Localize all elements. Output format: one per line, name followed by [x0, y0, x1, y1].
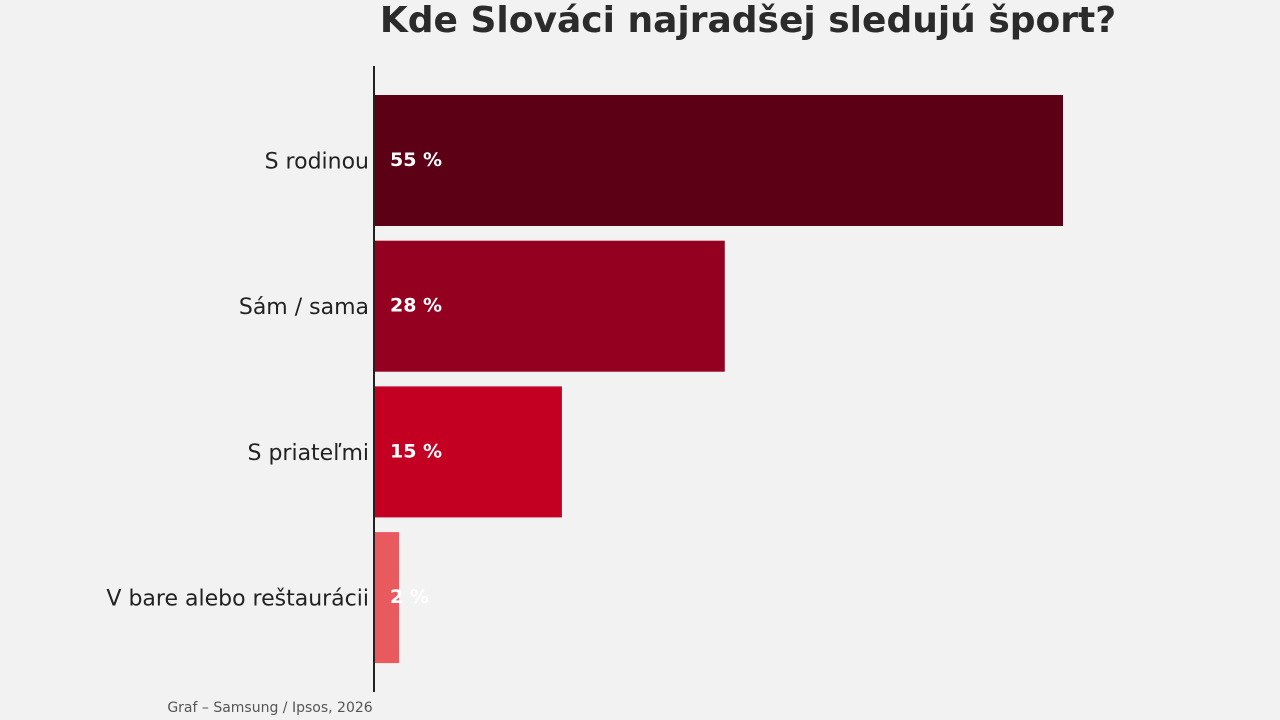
bar [374, 532, 400, 664]
category-label: S priateľmi [247, 441, 369, 466]
bar [374, 240, 725, 372]
chart-title: Kde Slováci najradšej sledujú šport? [380, 0, 1116, 41]
category-label: Sám / sama [239, 295, 369, 320]
value-label: 2 % [390, 586, 429, 608]
source-note: Graf – Samsung / Ipsos, 2026 [167, 700, 372, 716]
category-label: S rodinou [265, 150, 369, 175]
bar [374, 95, 1063, 226]
bar [374, 386, 562, 518]
category-label: V bare alebo reštaurácii [106, 587, 369, 612]
value-label: 28 % [390, 295, 442, 317]
value-label: 55 % [390, 149, 442, 171]
value-label: 15 % [390, 440, 442, 462]
